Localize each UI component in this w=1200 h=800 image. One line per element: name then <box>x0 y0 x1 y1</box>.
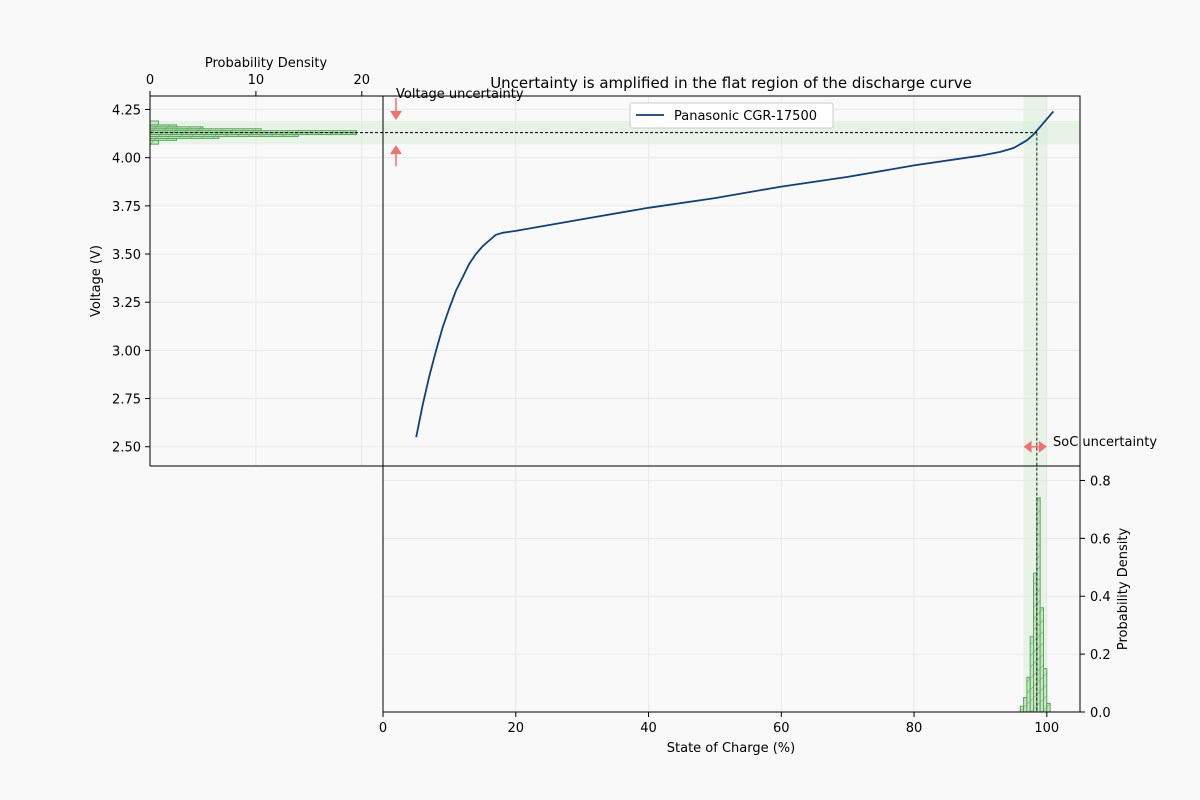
grid-layer <box>149 96 1080 713</box>
x-tick-label: 100 <box>1034 721 1059 736</box>
voltage-arrow-up-head <box>390 145 402 155</box>
vhist-tick-label: 10 <box>248 73 265 88</box>
y-tick-label: 3.50 <box>112 248 141 263</box>
shist-tick-label: 0.4 <box>1090 590 1111 605</box>
y-tick-label: 3.00 <box>112 344 141 359</box>
axes-layer: 0 20 40 60 80 1002.502.753.003.253.503.754.00… <box>112 73 1111 736</box>
voltage-hist-bar <box>149 139 159 145</box>
legend-entry-label: Panasonic CGR-17500 <box>674 109 817 124</box>
vhist-tick-label: 0 <box>146 73 154 88</box>
shist-tick-label: 0.8 <box>1090 474 1111 489</box>
shist-tick-label: 0.6 <box>1090 532 1111 547</box>
x-tick-label: 60 <box>773 721 790 736</box>
soc-arrow-left-head <box>1023 440 1032 453</box>
y-axis-title: Voltage (V) <box>89 245 104 317</box>
voltage-arrow-down-head <box>390 111 402 121</box>
soc-hist-bar <box>1046 702 1051 713</box>
y-tick-label: 3.25 <box>112 296 141 311</box>
y-tick-label: 2.50 <box>112 441 141 456</box>
soc-uncertainty-label: SoC uncertainty <box>1053 435 1157 450</box>
histogram-layer <box>149 120 1051 713</box>
x-axis-title: State of Charge (%) <box>667 741 795 756</box>
x-tick-label: 20 <box>507 721 524 736</box>
x-tick-label: 40 <box>640 721 657 736</box>
y-tick-label: 4.25 <box>112 103 141 118</box>
uncertainty-bands <box>150 96 1080 712</box>
y-tick-label: 2.75 <box>112 393 141 408</box>
shist-tick-label: 0.2 <box>1090 648 1111 663</box>
y-tick-label: 4.00 <box>112 152 141 167</box>
annotation-layer <box>390 98 1047 453</box>
chart-title: Uncertainty is amplified in the flat reg… <box>490 74 972 92</box>
voltage-hist-bar <box>149 120 159 126</box>
shist-tick-label: 0.0 <box>1090 706 1111 721</box>
soc-uncertainty-band <box>1023 96 1047 712</box>
voltage-uncertainty-label: Voltage uncertainty <box>396 87 524 102</box>
main-plot-frame <box>382 95 1081 713</box>
vhist-tick-label: 20 <box>354 73 371 88</box>
soc-hist-axis-title: Probability Density <box>1116 528 1131 651</box>
voltage-hist-axis-title: Probability Density <box>205 56 328 71</box>
x-tick-label: 80 <box>906 721 923 736</box>
series-layer <box>150 110 1055 712</box>
x-tick-label: 0 <box>379 721 387 736</box>
discharge-curve <box>415 110 1055 438</box>
y-tick-label: 3.75 <box>112 200 141 215</box>
legend-box <box>629 102 834 129</box>
soc-arrow-right-head <box>1038 440 1047 453</box>
legend: Panasonic CGR-17500 <box>629 102 834 129</box>
